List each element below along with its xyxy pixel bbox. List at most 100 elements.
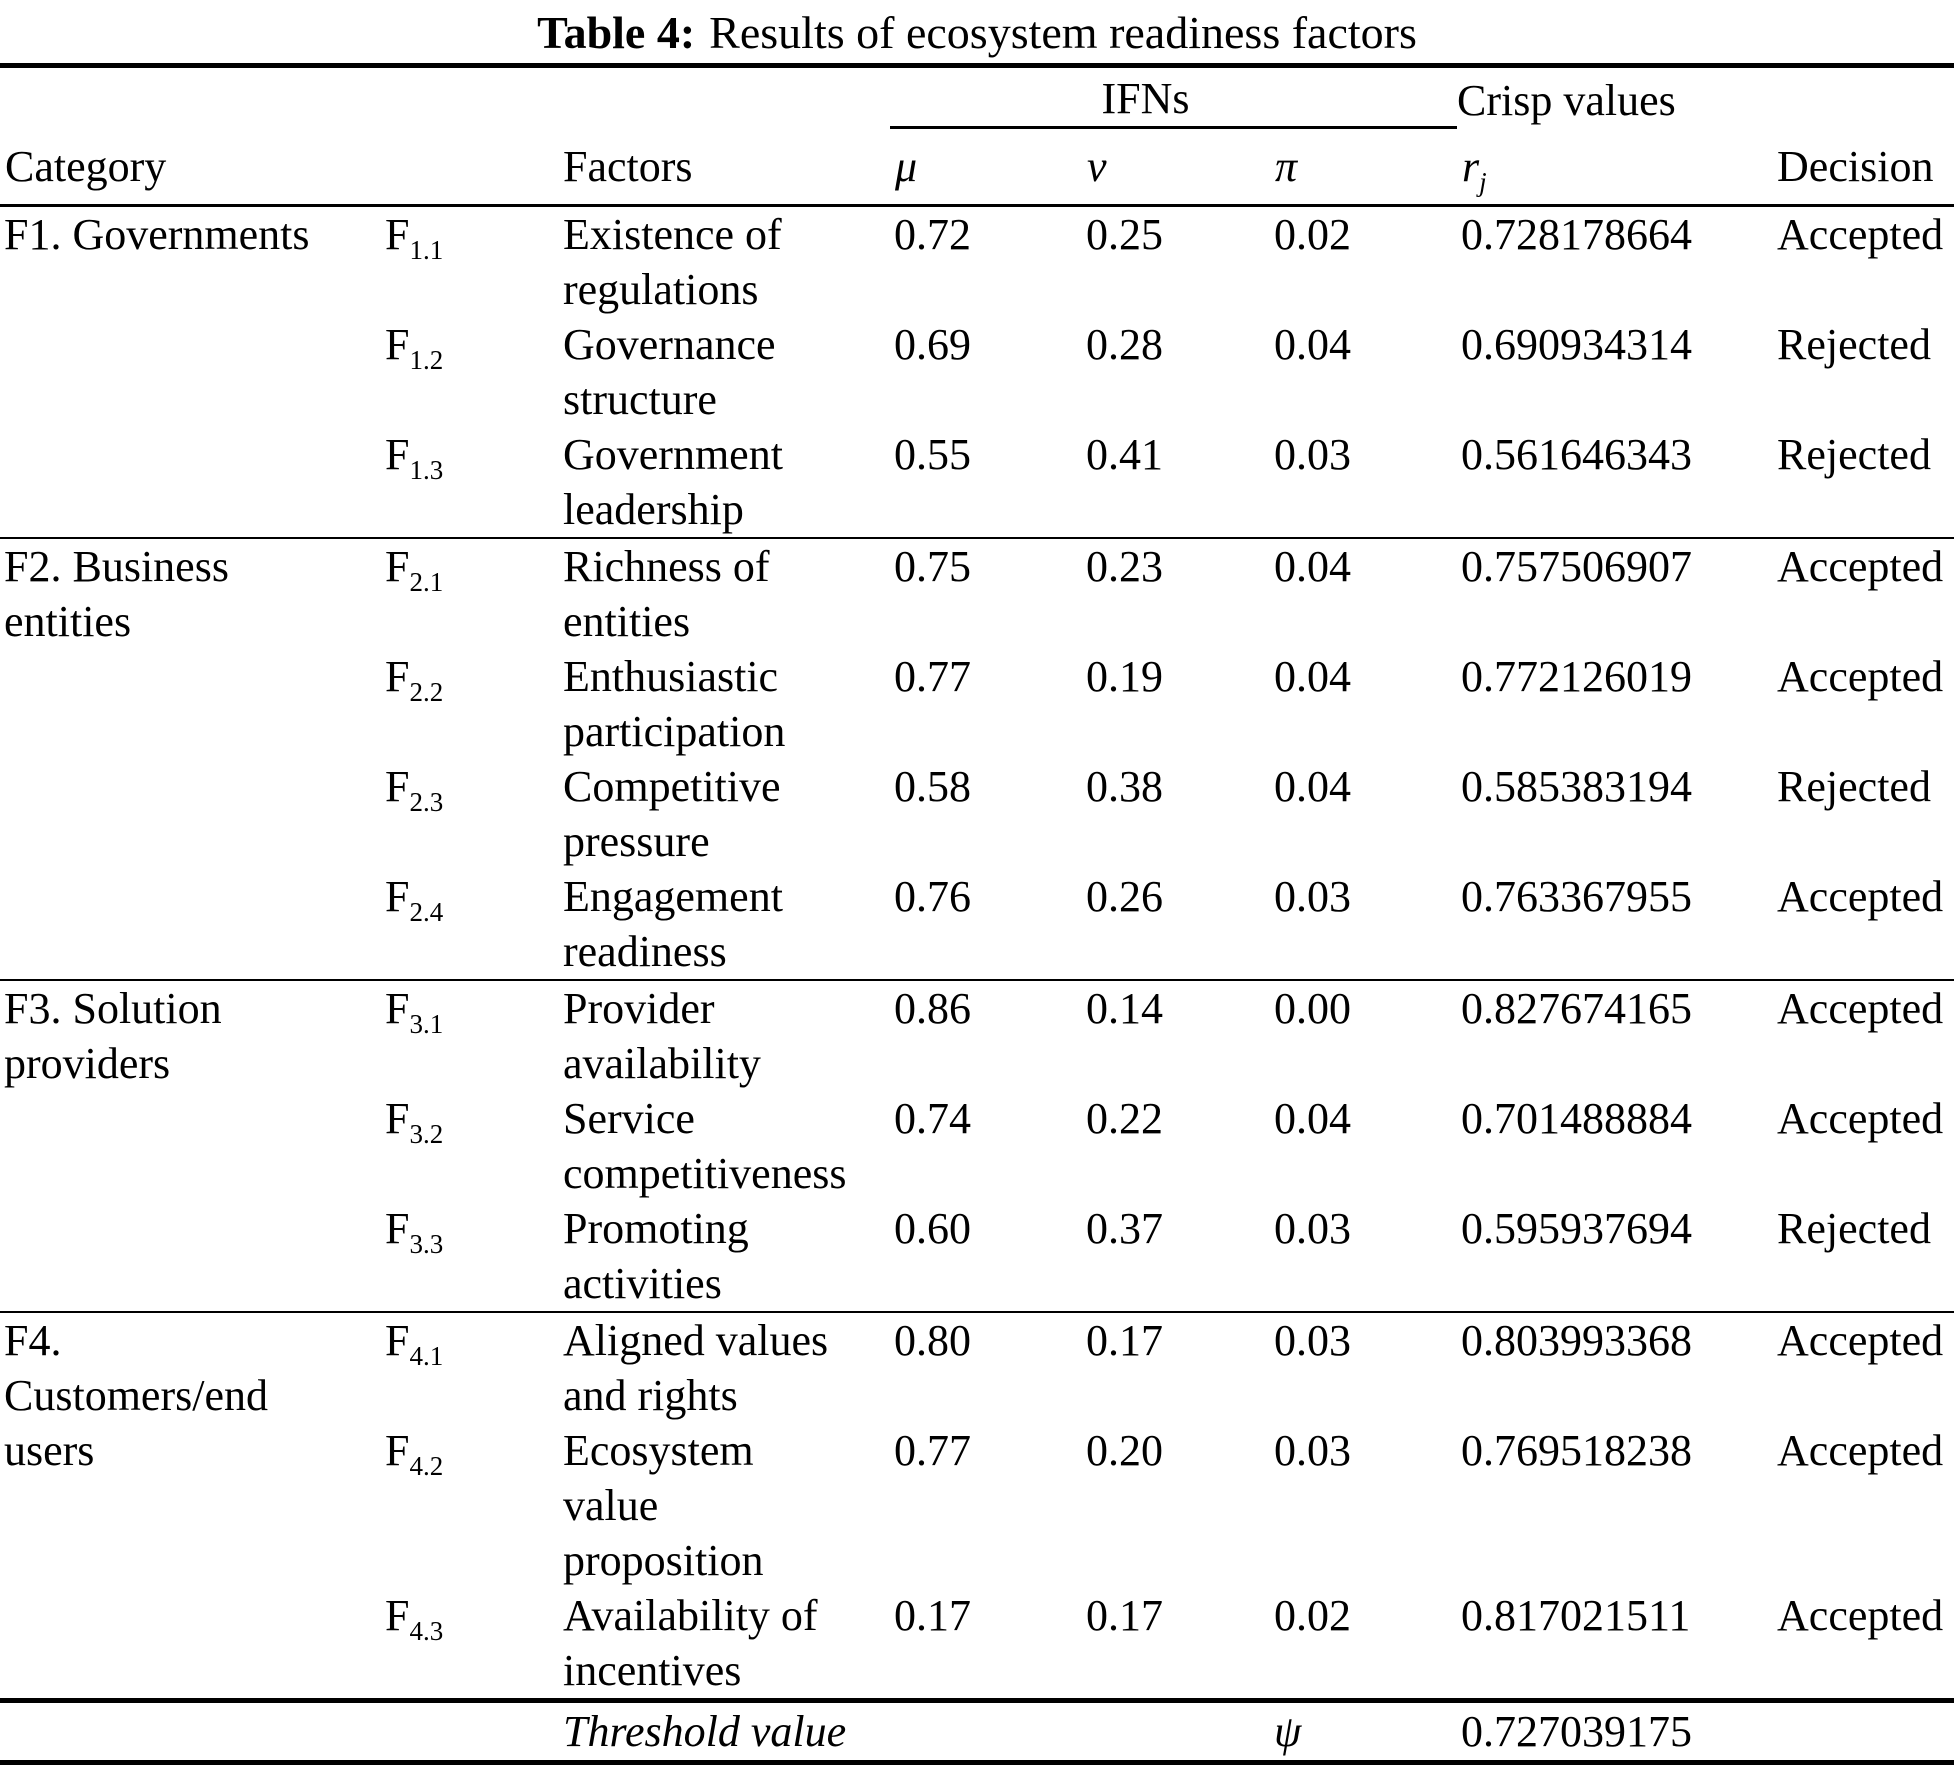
pi-value: 0.03	[1274, 1426, 1351, 1475]
factor-id-subscript: 2.3	[409, 787, 444, 817]
nu-value: 0.17	[1082, 1311, 1270, 1423]
mu-value: 0.69	[894, 320, 971, 369]
factor-row: F3.3 Promoting activities 0.60 0.37 0.03 0.59…	[0, 1201, 1954, 1312]
nu-value: 0.41	[1086, 430, 1163, 479]
mu-value: 0.76	[894, 872, 971, 921]
mu-value: 0.17	[894, 1591, 971, 1640]
factor-row: F4.3 Availability of incentives 0.17 0.17 0.…	[0, 1588, 1954, 1701]
pi-value: 0.03	[1274, 872, 1351, 921]
factor-row: F2.3 Competitive pressure 0.58 0.38 0.04 0.58…	[0, 759, 1954, 869]
factor-id-base: F	[385, 762, 410, 811]
category-cell: F3. Solution providers	[0, 979, 385, 1312]
factor-id: F4.1	[385, 1311, 558, 1423]
rj-symbol: r	[1462, 142, 1480, 191]
factor-row: F2.2 Enthusiastic participation 0.77 0.19 0.…	[0, 649, 1954, 759]
factor-id: F3.2	[385, 1091, 558, 1201]
factor-id-subscript: 2.2	[409, 677, 444, 707]
mu-value: 0.86	[890, 979, 1082, 1091]
factor-id: F1.3	[385, 427, 558, 538]
threshold-value: 0.727039175	[1457, 1698, 1778, 1763]
factor-id-base: F	[385, 1316, 410, 1365]
factor-id: F4.2	[385, 1423, 558, 1588]
decision-value: Accepted	[1777, 1094, 1944, 1143]
factor-name: Aligned values and rights	[558, 1311, 890, 1423]
decision-column-header: Decision	[1777, 127, 1954, 207]
factor-name: Promoting activities	[563, 1204, 749, 1308]
factor-id: F2.4	[385, 869, 558, 980]
pi-value: 0.04	[1274, 762, 1351, 811]
factor-name: Provider availability	[558, 979, 890, 1091]
mu-value: 0.77	[894, 1426, 971, 1475]
rj-value: 0.728178664	[1461, 210, 1693, 259]
results-table: IFNs Crisp values Category Factors μ v π…	[0, 63, 1954, 1765]
factors-column-header: Factors	[558, 127, 890, 207]
spanner-spacer	[0, 66, 890, 128]
factor-id-base: F	[385, 1094, 410, 1143]
factor-id-subscript: 3.3	[409, 1229, 444, 1259]
factor-id-base: F	[385, 872, 410, 921]
decision-value: Accepted	[1777, 872, 1944, 921]
rj-value: 0.803993368	[1457, 1311, 1778, 1423]
factor-name: Availability of incentives	[563, 1591, 818, 1695]
nu-value: 0.37	[1086, 1204, 1163, 1253]
factor-row: F2. Business entities F2.1 Richness of ent…	[0, 537, 1954, 980]
rj-value: 0.595937694	[1461, 1204, 1693, 1253]
factor-id: F1.2	[385, 317, 558, 427]
factor-id-base: F	[385, 1591, 410, 1640]
factor-id-subscript: 4.3	[409, 1616, 444, 1646]
pi-value: 0.04	[1274, 1094, 1351, 1143]
factor-id-subscript: 3.1	[409, 1009, 444, 1039]
nu-value: 0.23	[1082, 537, 1270, 649]
rj-value: 0.690934314	[1461, 320, 1693, 369]
factor-row: F1.2 Governance structure 0.69 0.28 0.04 0.69…	[0, 317, 1954, 427]
rj-column-header: rj	[1457, 127, 1778, 207]
category-cell: F2. Business entities	[0, 537, 385, 980]
nu-value: 0.25	[1086, 210, 1163, 259]
results-table-body: F1. Governments F1.1 Existence of regulati…	[0, 206, 1954, 1701]
results-table-head: IFNs Crisp values Category Factors μ v π…	[0, 65, 1954, 207]
decision-value: Rejected	[1777, 1204, 1931, 1253]
threshold-row: Threshold value ψ 0.727039175	[0, 1698, 1954, 1763]
pi-value: 0.04	[1274, 320, 1351, 369]
nu-value: 0.17	[1086, 1591, 1163, 1640]
pi-value: 0.02	[1274, 210, 1351, 259]
decision-value: Rejected	[1777, 320, 1931, 369]
factor-name: Competitive pressure	[563, 762, 781, 866]
factor-id-base: F	[385, 1426, 410, 1475]
decision-value: Accepted	[1777, 1591, 1944, 1640]
factor-id-subscript: 1.1	[409, 235, 444, 265]
mu-value: 0.80	[890, 1311, 1082, 1423]
factor-id-base: F	[385, 542, 410, 591]
factor-id: F2.3	[385, 759, 558, 869]
factor-row: F3.2 Service competitiveness 0.74 0.22 0.04 0…	[0, 1091, 1954, 1201]
factor-id-subscript: 4.1	[409, 1341, 444, 1371]
rj-value: 0.772126019	[1461, 652, 1693, 701]
nu-column-header: v	[1082, 127, 1270, 207]
table-caption-label: Table 4:	[537, 7, 696, 58]
factor-row: F1. Governments F1.1 Existence of regulati…	[0, 206, 1954, 318]
factor-name: Government leadership	[563, 430, 783, 534]
decision-value: Accepted	[1777, 1311, 1954, 1423]
ifns-group-header: IFNs	[890, 65, 1458, 129]
factor-row: F1.3 Government leadership 0.55 0.41 0.03 0.5…	[0, 427, 1954, 538]
factor-id: F4.3	[385, 1588, 558, 1701]
mu-column-header: μ	[890, 127, 1082, 207]
factor-id: F2.2	[385, 649, 558, 759]
decision-value: Rejected	[1777, 762, 1931, 811]
factor-id: F3.1	[385, 979, 558, 1091]
mu-value: 0.55	[894, 430, 971, 479]
nu-value: 0.28	[1086, 320, 1163, 369]
rj-value: 0.817021511	[1461, 1591, 1691, 1640]
factor-id-base: F	[385, 1204, 410, 1253]
spanner-spacer-right	[1777, 66, 1954, 128]
factor-id: F3.3	[385, 1201, 558, 1312]
factor-row: F4.2 Ecosystem value proposition 0.77 0.20 0…	[0, 1423, 1954, 1588]
psi-symbol: ψ	[1270, 1698, 1458, 1763]
mu-value: 0.58	[894, 762, 971, 811]
factor-id-base: F	[385, 210, 410, 259]
spanner-row: IFNs Crisp values	[0, 65, 1954, 129]
pi-value: 0.03	[1270, 1311, 1458, 1423]
decision-value: Accepted	[1777, 1426, 1944, 1475]
factor-id-subscript: 4.2	[409, 1451, 444, 1481]
nu-value: 0.38	[1086, 762, 1163, 811]
